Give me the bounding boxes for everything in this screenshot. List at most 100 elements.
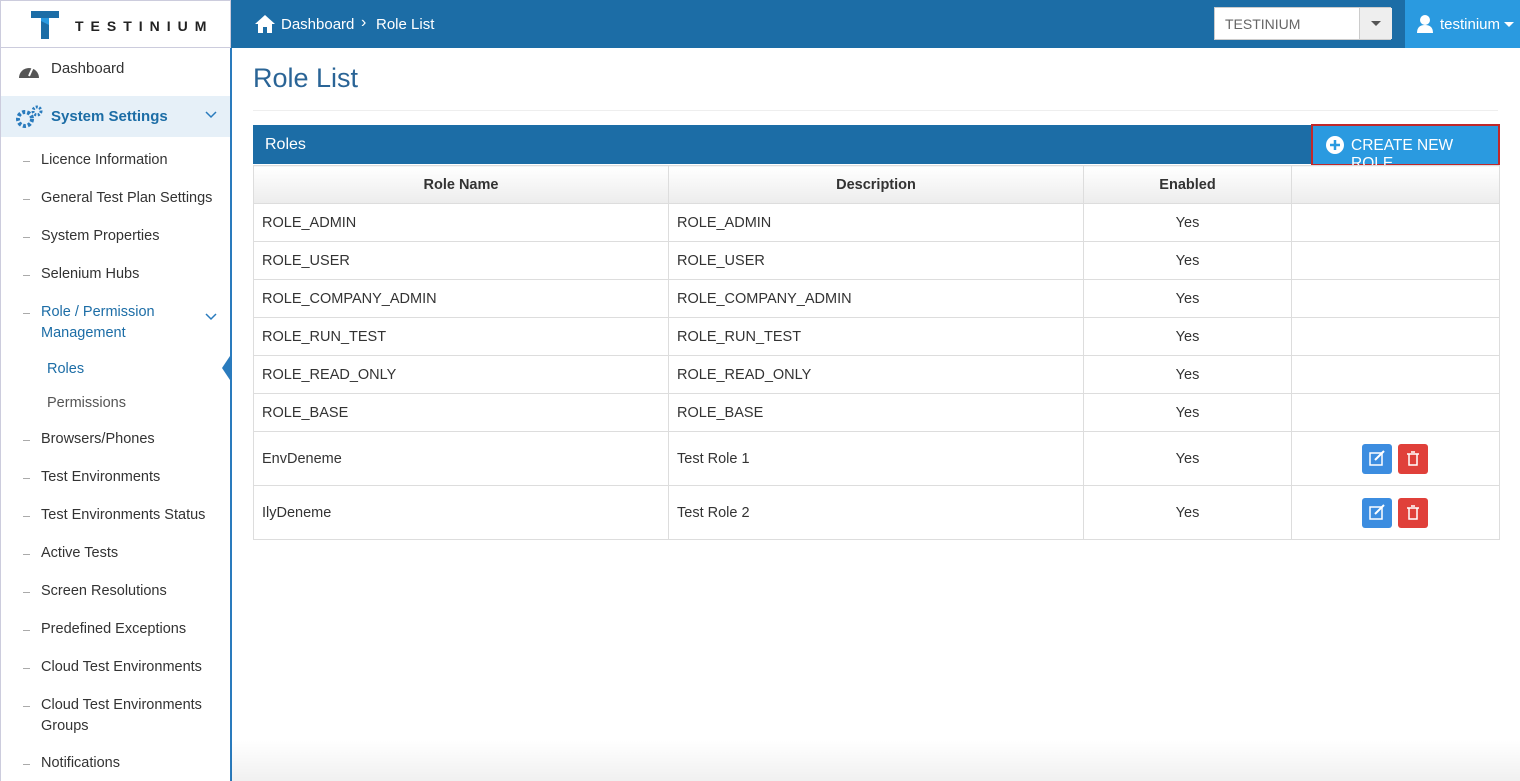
table-cell: Yes	[1083, 393, 1292, 432]
settings-icon	[16, 105, 43, 128]
table-cell: Yes	[1083, 279, 1292, 318]
edit-button[interactable]	[1361, 497, 1392, 528]
edit-button[interactable]	[1361, 443, 1392, 474]
home-icon[interactable]	[255, 15, 275, 33]
nav-item[interactable]: Notifications	[41, 755, 120, 771]
nav-item[interactable]: Test Environments	[41, 469, 161, 485]
tree-dash	[23, 554, 30, 555]
tree-dash	[23, 161, 30, 162]
nav-item[interactable]: Cloud Test Environments Groups	[41, 697, 202, 734]
tree-dash	[23, 275, 30, 276]
actions-cell	[1291, 241, 1500, 280]
table-cell: Yes	[1083, 241, 1292, 280]
tree-dash	[23, 516, 30, 517]
table-row: ROLE_READ_ONLY ROLE_READ_ONLY Yes	[253, 355, 1500, 394]
panel-header: Roles	[253, 125, 1498, 164]
table-cell: ROLE_BASE	[253, 393, 669, 432]
actions-cell	[1291, 431, 1500, 486]
table-cell: ROLE_ADMIN	[253, 203, 669, 242]
chevron	[205, 111, 217, 119]
active-pointer	[222, 353, 232, 383]
tree-dash	[23, 706, 30, 707]
section-title: System Settings	[51, 108, 168, 125]
tree-dash	[23, 630, 30, 631]
table-cell: Yes	[1083, 485, 1292, 540]
nav-item[interactable]: Licence Information	[41, 152, 168, 168]
tree-dash	[23, 313, 30, 314]
breadcrumb-link[interactable]: Dashboard	[281, 16, 355, 33]
tree-dash	[23, 440, 30, 441]
actions-cell	[1291, 393, 1500, 432]
breadcrumb-separator: ›	[361, 14, 367, 31]
tree-dash	[23, 199, 30, 200]
nav-item[interactable]: Screen Resolutions	[41, 583, 167, 599]
logo[interactable]: TESTINIUM	[0, 0, 231, 48]
user-icon	[1417, 15, 1433, 33]
nav-item[interactable]: General Test Plan Settings	[41, 190, 213, 206]
nav-item[interactable]: System Properties	[41, 228, 160, 244]
nav-subitem[interactable]: Roles	[47, 361, 85, 377]
nav-item[interactable]: Cloud Test Environments	[41, 659, 202, 675]
table-cell: ROLE_RUN_TEST	[668, 317, 1084, 356]
table-cell: Test Role 1	[668, 431, 1084, 486]
nav-item[interactable]: Selenium Hubs	[41, 266, 140, 282]
user-menu[interactable]: testinium	[1405, 0, 1520, 48]
tree-dash	[23, 237, 30, 238]
table-cell: IlyDeneme	[253, 485, 669, 540]
table-cell: ROLE_READ_ONLY	[668, 355, 1084, 394]
nav-item[interactable]: Role / Permission Management	[41, 304, 155, 341]
bottom-shadow	[231, 740, 1520, 781]
table-row: ROLE_BASE ROLE_BASE Yes	[253, 393, 1500, 432]
divider	[253, 110, 1498, 111]
column-header-actions	[1291, 165, 1500, 204]
roles-table: Role Name Description Enabled ROLE_ADMIN RO…	[253, 165, 1500, 540]
select-arrow	[1359, 8, 1392, 39]
table-row: ROLE_USER ROLE_USER Yes	[253, 241, 1500, 280]
table-cell: ROLE_USER	[253, 241, 669, 280]
table-cell: ROLE_USER	[668, 241, 1084, 280]
column-header: Role Name	[253, 165, 669, 204]
create-role-button[interactable]: CREATE NEW ROLE	[1311, 124, 1500, 172]
organization-name: TESTINIUM	[1225, 16, 1301, 32]
nav-item[interactable]: Active Tests	[41, 545, 119, 561]
nav-dashboard[interactable]: Dashboard	[51, 60, 125, 77]
plus-icon	[1326, 136, 1344, 154]
logo-mark	[31, 11, 59, 39]
nav-item[interactable]: Predefined Exceptions	[41, 621, 187, 637]
logo-text: TESTINIUM	[75, 18, 214, 34]
table-row: ROLE_ADMIN ROLE_ADMIN Yes	[253, 203, 1500, 242]
dashboard-icon	[19, 66, 39, 78]
nav-item[interactable]: Test Environments Status	[41, 507, 206, 523]
nav-subitem[interactable]: Permissions	[47, 395, 126, 411]
actions-cell	[1291, 317, 1500, 356]
table-cell: ROLE_COMPANY_ADMIN	[668, 279, 1084, 318]
panel-title: Roles	[265, 136, 306, 153]
table-cell: Yes	[1083, 203, 1292, 242]
actions-cell	[1291, 203, 1500, 242]
organization-select[interactable]: TESTINIUM	[1214, 7, 1392, 40]
table-cell: Test Role 2	[668, 485, 1084, 540]
column-header: Enabled	[1083, 165, 1292, 204]
tree-dash	[23, 764, 30, 765]
table-row: IlyDeneme Test Role 2 Yes	[253, 485, 1500, 540]
table-row: EnvDeneme Test Role 1 Yes	[253, 431, 1500, 486]
table-cell: Yes	[1083, 317, 1292, 356]
table-row: ROLE_RUN_TEST ROLE_RUN_TEST Yes	[253, 317, 1500, 356]
row-actions	[1361, 443, 1428, 474]
table-cell: ROLE_READ_ONLY	[253, 355, 669, 394]
section-header[interactable]: System Settings	[1, 96, 230, 137]
tree-dash	[23, 668, 30, 669]
delete-button[interactable]	[1397, 497, 1428, 528]
nav-item[interactable]: Browsers/Phones	[41, 431, 155, 447]
tree-dash	[23, 478, 30, 479]
table-cell: Yes	[1083, 355, 1292, 394]
breadcrumb-current: Role List	[376, 16, 435, 33]
table-row: ROLE_COMPANY_ADMIN ROLE_COMPANY_ADMIN Yes	[253, 279, 1500, 318]
table-cell: ROLE_BASE	[668, 393, 1084, 432]
row-actions	[1361, 497, 1428, 528]
delete-button[interactable]	[1397, 443, 1428, 474]
header-row: Role Name Description Enabled	[253, 165, 1500, 204]
top-bar: Dashboard › Role List TESTINIUM testiniu…	[0, 0, 1520, 48]
caret	[1504, 22, 1514, 27]
table-cell: ROLE_RUN_TEST	[253, 317, 669, 356]
